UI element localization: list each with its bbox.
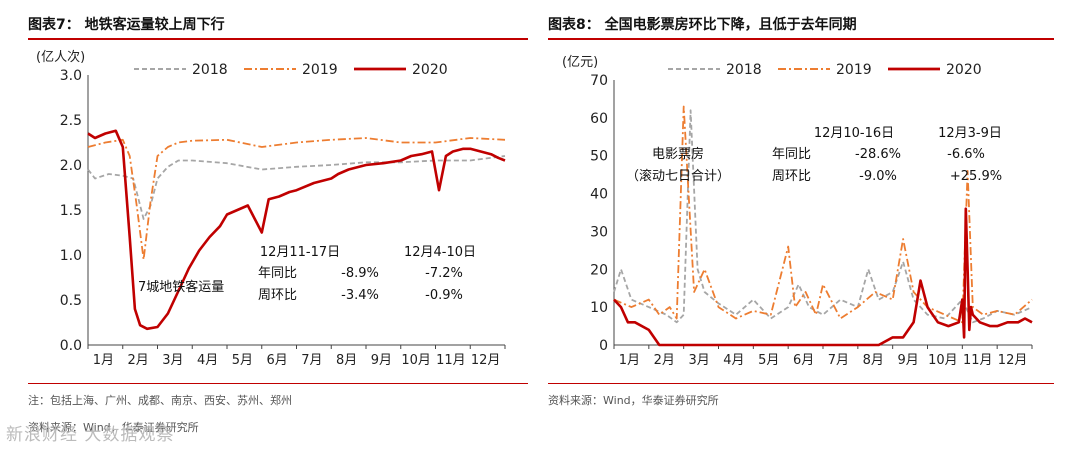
annotation-col2-header: 12月4-10日 (404, 245, 476, 260)
series-annotation-label: 电影票房 (652, 146, 704, 162)
legend-label-2020: 2020 (412, 62, 448, 78)
annotation-wow-value-2: +25.9% (950, 169, 1002, 184)
x-tick-label: 3月 (688, 353, 709, 368)
chart-panel-subway: 图表7： 地铁客运量较上周下行 (亿人次) 0.0 0.5 1.0 1.5 2.0 2.5 3… (0, 0, 530, 456)
annotation-col1-header: 12月10-16日 (814, 126, 894, 141)
y-tick-label: 50 (590, 149, 608, 165)
annotation-wow-value-1: -9.0% (859, 169, 897, 184)
x-tick-label: 10月 (928, 353, 958, 368)
annotation-row-yoy: 年同比 (772, 147, 811, 162)
legend-label-2018: 2018 (192, 62, 228, 78)
chart-title: 图表8： 全国电影票房环比下降，且低于去年同期 (548, 17, 857, 33)
x-tick-label: 8月 (336, 353, 357, 368)
y-tick-label: 0.5 (60, 293, 82, 309)
series-line-2018 (87, 155, 506, 220)
series-line-2020 (87, 129, 506, 331)
title-rule (548, 38, 1054, 40)
y-axis-label: (亿元) (562, 55, 598, 70)
y-tick-label: 2.0 (60, 158, 82, 174)
x-tick-label: 4月 (197, 353, 218, 368)
x-tick-label: 9月 (371, 353, 392, 368)
legend-label-2020: 2020 (946, 62, 982, 78)
y-tick-label: 1.0 (60, 248, 82, 264)
watermark: 新浪财经 大数据观察 (6, 425, 175, 445)
y-tick-label: 60 (590, 111, 608, 127)
annotation-wow-value-2: -0.9% (425, 288, 463, 303)
series-annotation-sublabel: （滚动七日合计） (626, 168, 730, 184)
x-tick-label: 9月 (897, 353, 918, 368)
annotation-wow-value-1: -3.4% (341, 288, 379, 303)
x-tick-label: 1月 (93, 353, 114, 368)
legend-label-2019: 2019 (302, 62, 338, 78)
chart-svg-subway: (亿人次) 0.0 0.5 1.0 1.5 2.0 2.5 3.0 1月 2月 3月 4月 5月 6月 7月… (36, 49, 506, 368)
annotation-row-yoy: 年同比 (258, 266, 297, 281)
y-tick-label: 30 (590, 224, 608, 240)
annotation-col2-header: 12月3-9日 (938, 126, 1002, 141)
x-tick-label: 8月 (863, 353, 884, 368)
x-tick-label: 6月 (266, 353, 287, 368)
x-tick-label: 2月 (127, 353, 148, 368)
legend-label-2018: 2018 (726, 62, 762, 78)
series-line-2019 (87, 137, 506, 261)
legend-label-2019: 2019 (836, 62, 872, 78)
x-tick-label: 12月 (998, 353, 1028, 368)
x-tick-label: 5月 (758, 353, 779, 368)
y-tick-label: 20 (590, 262, 608, 278)
x-tick-label: 12月 (471, 353, 501, 368)
x-tick-label: 7月 (828, 353, 849, 368)
annotation-yoy-value-1: -28.6% (855, 147, 901, 162)
chart-title: 图表7： 地铁客运量较上周下行 (28, 17, 225, 33)
y-tick-label: 40 (590, 187, 608, 203)
x-tick-label: 3月 (162, 353, 183, 368)
x-tick-label: 2月 (654, 353, 675, 368)
y-tick-label: 0.0 (60, 338, 82, 354)
source-note: 资料来源：Wind，华泰证券研究所 (28, 421, 199, 434)
annotation-col1-header: 12月11-17日 (260, 245, 340, 260)
y-tick-label: 1.5 (60, 203, 82, 219)
series-annotation-label: 7城地铁客运量 (138, 279, 224, 295)
footnote: 注：包括上海、广州、成都、南京、西安、苏州、郑州 (28, 394, 292, 407)
x-tick-label: 7月 (301, 353, 322, 368)
source-note: 资料来源：Wind，华泰证券研究所 (548, 394, 719, 407)
chart-svg-boxoffice: (亿元) 0 10 20 30 40 50 60 70 1月 2月 3月 4月 5月 6月 7月 8月 9月 10月… (562, 55, 1033, 368)
x-tick-label: 11月 (963, 353, 993, 368)
x-tick-label: 4月 (723, 353, 744, 368)
annotation-yoy-value-1: -8.9% (341, 266, 379, 281)
y-axis-label: (亿人次) (36, 49, 85, 65)
chart-panel-boxoffice: 图表8： 全国电影票房环比下降，且低于去年同期 (亿元) 0 10 20 30 40 50 6… (548, 0, 1080, 456)
y-tick-label: 70 (590, 73, 608, 89)
y-tick-label: 0 (599, 338, 608, 354)
annotation-yoy-value-2: -6.6% (947, 147, 985, 162)
annotation-row-wow: 周环比 (258, 288, 297, 303)
title-rule (28, 38, 528, 40)
x-tick-label: 11月 (436, 353, 466, 368)
bottom-rule (28, 383, 528, 384)
bottom-rule (548, 383, 1054, 384)
x-tick-label: 5月 (232, 353, 253, 368)
y-tick-label: 10 (590, 300, 608, 316)
x-tick-label: 1月 (619, 353, 640, 368)
x-tick-label: 10月 (401, 353, 431, 368)
series-line-2020 (613, 207, 1033, 347)
annotation-row-wow: 周环比 (772, 169, 811, 184)
y-tick-label: 3.0 (60, 68, 82, 84)
y-tick-label: 2.5 (60, 113, 82, 129)
annotation-yoy-value-2: -7.2% (425, 266, 463, 281)
x-tick-label: 6月 (793, 353, 814, 368)
